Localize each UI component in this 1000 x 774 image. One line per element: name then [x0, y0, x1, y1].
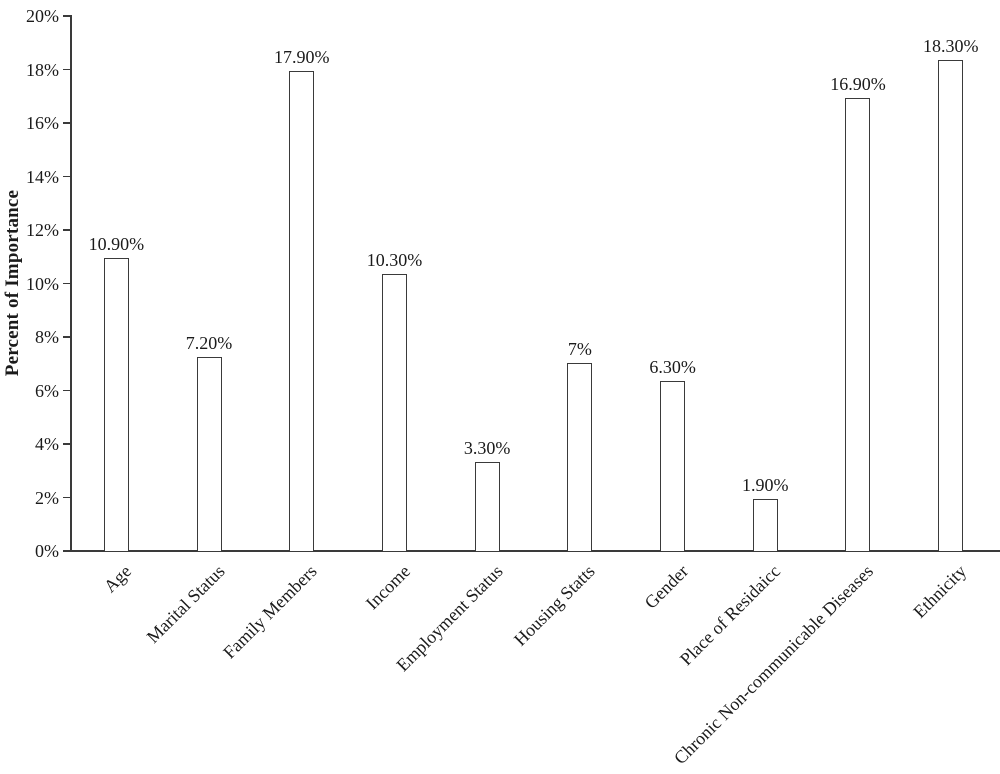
x-axis-category-label: Place of Residaicc [676, 561, 785, 670]
y-axis-tick [63, 389, 70, 391]
y-axis-tick-label: 4% [35, 434, 59, 454]
bar-value-label: 18.30% [922, 36, 979, 57]
y-axis-tick [63, 15, 70, 17]
x-axis-category-label: Chronic Non-communicable Diseases [670, 561, 878, 769]
y-axis-tick [63, 282, 70, 284]
x-axis-category-label: Family Members [219, 561, 321, 663]
x-axis-category-label: Marital Status [142, 561, 229, 647]
bar-ethnicity [938, 60, 964, 552]
y-axis-tick [63, 336, 70, 338]
bar-value-label: 16.90% [830, 73, 886, 94]
y-axis-tick-label: 20% [26, 6, 59, 26]
y-axis-tick-label: 16% [26, 113, 59, 133]
x-axis-line [70, 550, 1000, 552]
y-axis-tick [63, 496, 70, 498]
bar-value-label: 10.90% [88, 234, 145, 255]
y-axis-tick-label: 8% [35, 327, 59, 347]
y-axis-tick [63, 550, 70, 552]
bar-value-label: 3.30% [463, 437, 511, 458]
bar-income [381, 274, 407, 552]
x-axis-category-label: Gender [640, 561, 692, 613]
y-axis-tick-label: 2% [35, 487, 59, 508]
bar-value-label: 1.90% [742, 475, 789, 496]
y-axis-tick [63, 122, 70, 124]
bar-value-label: 6.30% [649, 357, 696, 378]
bar-value-label: 17.90% [274, 47, 330, 68]
y-axis-tick [63, 175, 70, 177]
bar-family-members [289, 71, 315, 552]
y-axis-tick-label: 0% [35, 541, 59, 561]
bar-value-label: 7% [567, 338, 592, 359]
bar-age [103, 258, 129, 552]
y-axis-tick-label: 18% [26, 59, 59, 80]
bar-value-label: 10.30% [366, 250, 423, 271]
x-axis-category-label: Ethnicity [909, 561, 970, 622]
bar-chronic-non-communicable-diseases [845, 97, 871, 552]
y-axis-tick [63, 68, 70, 70]
x-axis-category-label: Income [361, 561, 414, 614]
y-axis-tick-label: 10% [26, 273, 59, 294]
bar-gender [660, 381, 686, 552]
x-axis-category-label: Housing Statts [510, 561, 600, 650]
bar-place-of-residaicc [752, 499, 778, 552]
y-axis-line [70, 15, 72, 552]
bar-marital-status [196, 357, 222, 552]
y-axis-tick-label: 12% [26, 220, 59, 240]
y-axis-tick-label: 6% [35, 380, 59, 401]
bar-value-label: 7.20% [185, 333, 233, 354]
y-axis-tick-label: 14% [26, 166, 59, 187]
y-axis-tick [63, 443, 70, 445]
bar-employment-status [474, 461, 500, 552]
x-axis-category-label: Age [100, 561, 136, 597]
bar-housing-statts [567, 362, 593, 552]
y-axis-tick [63, 229, 70, 231]
